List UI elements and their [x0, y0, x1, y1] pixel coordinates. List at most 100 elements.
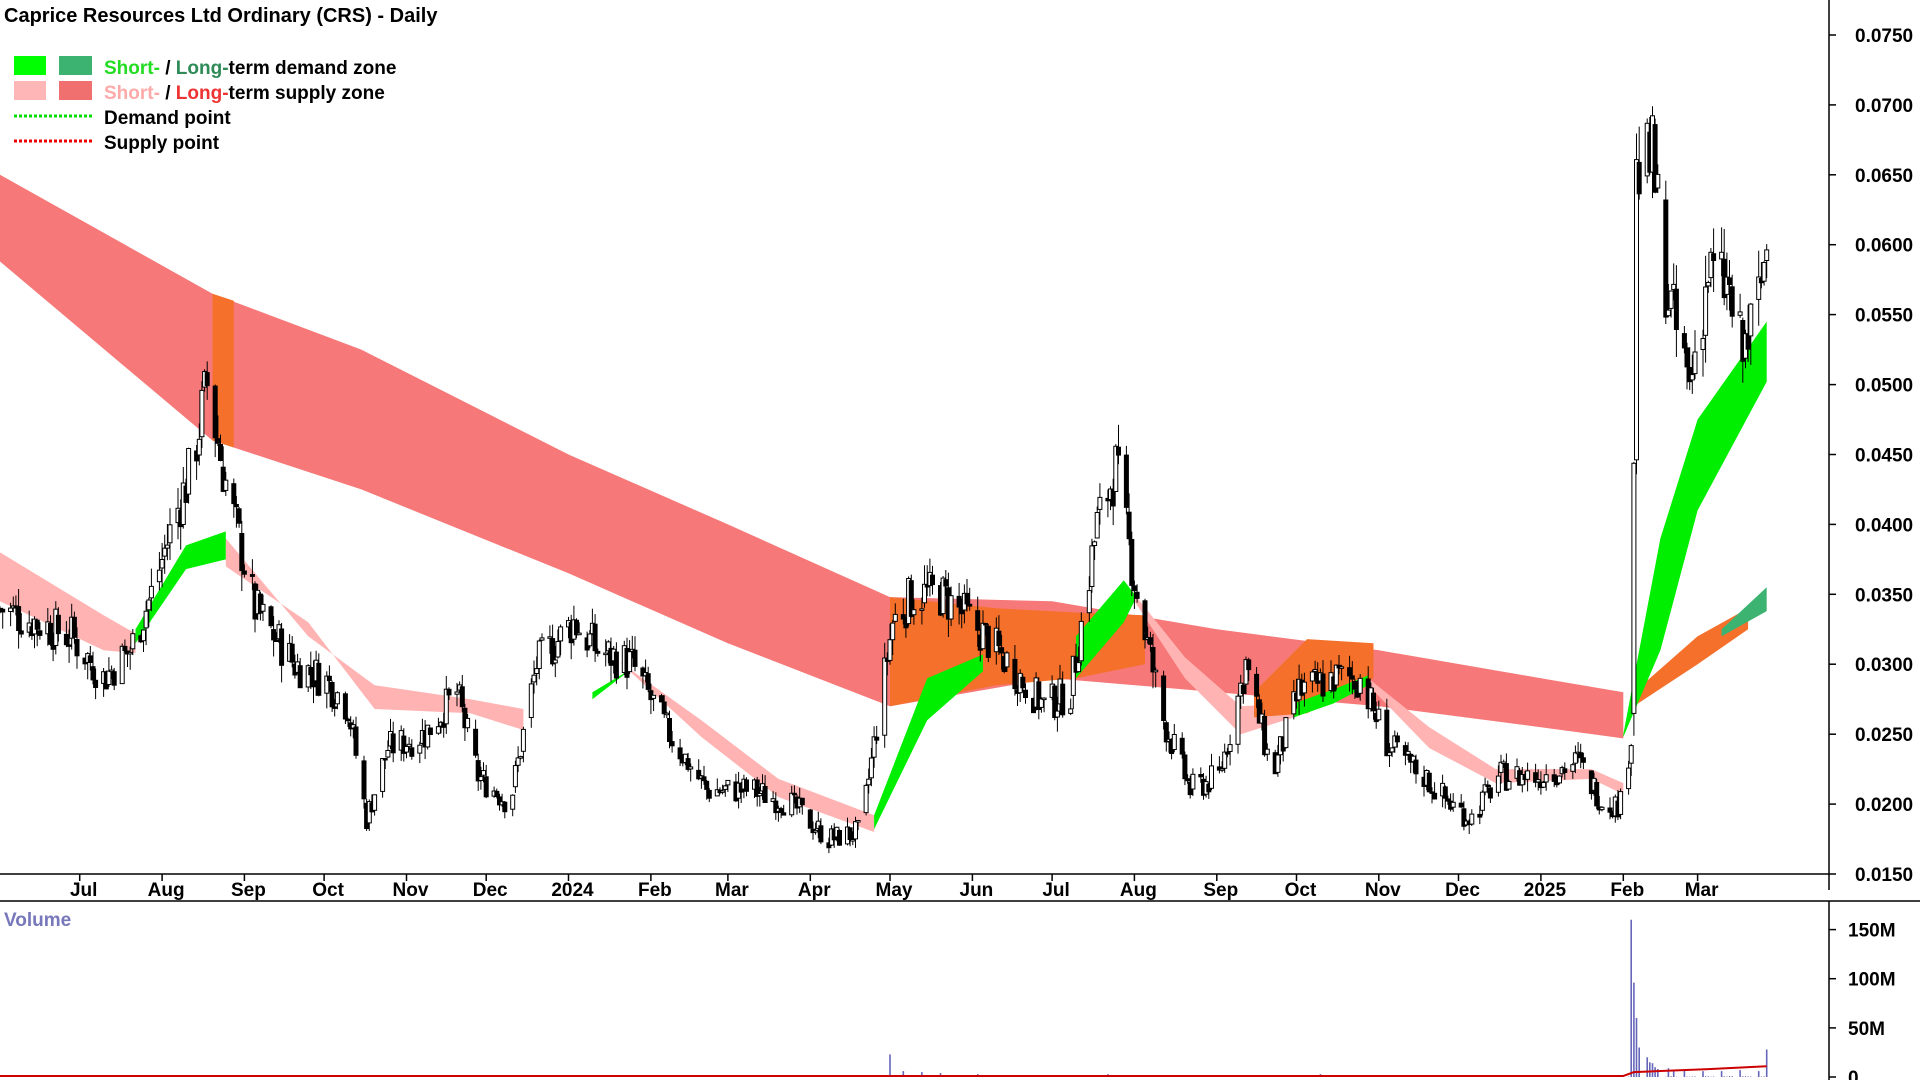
- candle-body: [50, 644, 56, 650]
- long-term-supply-zone: [0, 174, 1624, 739]
- short-term-supply-zone: [1368, 678, 1624, 795]
- candle-body: [401, 735, 407, 754]
- candle-body: [1309, 671, 1315, 682]
- candle-body: [1347, 667, 1353, 677]
- candle-body: [576, 632, 582, 636]
- candle-body: [297, 665, 303, 689]
- candle-body: [1123, 454, 1129, 508]
- candle-body: [483, 776, 489, 798]
- candle-body: [74, 639, 80, 657]
- candle-body: [1482, 784, 1488, 793]
- candle-body: [890, 622, 896, 641]
- candle-body: [1703, 286, 1709, 336]
- candle-body: [855, 820, 861, 823]
- candle-body: [71, 616, 77, 638]
- candle-body: [1458, 802, 1464, 808]
- candle-body: [1727, 277, 1732, 285]
- candle-body: [63, 633, 69, 646]
- candle-body: [908, 580, 914, 617]
- candle-body: [1060, 683, 1066, 716]
- candle-body: [555, 641, 561, 658]
- candle-body: [66, 644, 72, 647]
- price-tick-label: 0.0350: [1855, 585, 1913, 606]
- candle-body: [706, 789, 712, 799]
- candle-body: [236, 508, 242, 524]
- candle-body: [1562, 768, 1568, 773]
- candle-body: [204, 372, 210, 387]
- candle-body: [956, 595, 962, 608]
- candle-body: [1684, 347, 1690, 368]
- candle-body: [667, 718, 672, 742]
- candle-body: [605, 641, 611, 652]
- candle-body: [308, 667, 314, 676]
- date-tick-label: Nov: [1365, 880, 1401, 901]
- candle-body: [1673, 288, 1679, 331]
- volume-tick-label: 150M: [1848, 921, 1896, 942]
- candle-body: [791, 792, 797, 796]
- candle-body: [1525, 770, 1531, 780]
- date-tick-label: Jun: [960, 880, 994, 901]
- candle-body: [342, 693, 348, 720]
- candle-body: [380, 758, 386, 792]
- candle-body: [1469, 813, 1475, 825]
- candle-body: [1501, 761, 1507, 764]
- candle-body: [1235, 695, 1241, 745]
- candle-body: [1094, 512, 1100, 539]
- candle-body: [536, 640, 542, 669]
- candle-body: [353, 726, 359, 756]
- candle-body: [1384, 709, 1390, 757]
- price-tick-label: 0.0500: [1855, 376, 1913, 397]
- candle-body: [632, 649, 638, 667]
- price-tick-label: 0.0300: [1855, 655, 1913, 676]
- candle-body: [1147, 637, 1153, 645]
- candle-body: [159, 559, 165, 569]
- legend-label-part: term supply zone: [229, 83, 385, 104]
- candle-body: [143, 610, 149, 629]
- candle-body: [1198, 774, 1204, 778]
- candle-body: [1256, 699, 1262, 724]
- candle-body: [1711, 253, 1717, 261]
- date-tick-label: Oct: [312, 880, 344, 901]
- candle-body: [850, 839, 856, 842]
- candle-body: [494, 790, 500, 798]
- date-tick-label: Sep: [1203, 880, 1238, 901]
- candle-body: [1389, 747, 1395, 753]
- date-tick-label: Apr: [798, 880, 831, 901]
- price-tick-label: 0.0700: [1855, 96, 1913, 117]
- legend-label-part: /: [160, 83, 176, 104]
- price-tick-label: 0.0200: [1855, 795, 1913, 816]
- candle-body: [1756, 276, 1762, 300]
- short-term-supply-zone: [1134, 594, 1294, 735]
- candle-body: [1131, 585, 1137, 592]
- candle-body: [1665, 309, 1671, 317]
- candle-body: [1110, 488, 1116, 507]
- candle-body: [1477, 813, 1483, 818]
- candle-body: [459, 686, 465, 708]
- candle-body: [1264, 748, 1270, 755]
- candle-body: [603, 652, 609, 656]
- date-tick-label: Oct: [1285, 880, 1317, 901]
- candle-body: [1594, 782, 1600, 807]
- candle-body: [704, 780, 710, 790]
- candle-body: [688, 766, 694, 770]
- candle-body: [215, 438, 221, 444]
- candle-body: [223, 479, 229, 491]
- candle-body: [1541, 782, 1547, 788]
- candle-body: [1240, 684, 1246, 695]
- candle-body: [48, 622, 53, 645]
- candle-body: [180, 482, 186, 525]
- candle-body: [1461, 808, 1467, 827]
- candle-body: [1113, 445, 1119, 492]
- legend-label-part: term demand zone: [229, 58, 397, 79]
- candle-body: [677, 747, 683, 760]
- candle-body: [1580, 757, 1586, 763]
- price-candles: [0, 106, 1770, 854]
- candle-body: [382, 758, 388, 761]
- candle-body: [940, 577, 946, 615]
- candle-body: [1745, 333, 1751, 350]
- candle-body: [345, 718, 351, 722]
- date-tick-label: 2025: [1524, 880, 1567, 901]
- date-tick-label: Sep: [231, 880, 266, 901]
- legend-swatch-long: [59, 56, 92, 75]
- candle-body: [167, 524, 173, 544]
